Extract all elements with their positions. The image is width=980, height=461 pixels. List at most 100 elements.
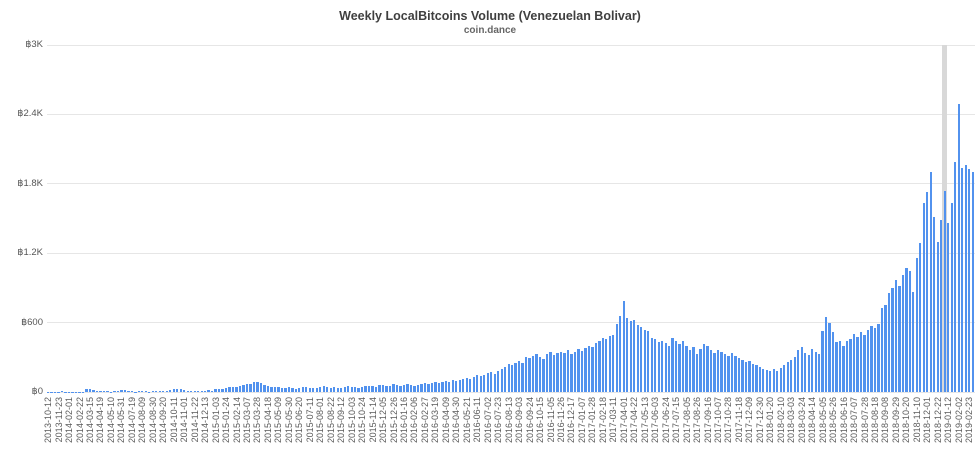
bar[interactable] bbox=[521, 363, 524, 392]
bar[interactable] bbox=[210, 390, 214, 392]
bar[interactable] bbox=[483, 374, 486, 392]
bar[interactable] bbox=[120, 390, 123, 392]
bar[interactable] bbox=[633, 320, 636, 392]
bar[interactable] bbox=[357, 387, 360, 392]
bar[interactable] bbox=[109, 391, 113, 392]
bar[interactable] bbox=[141, 391, 144, 392]
bar[interactable] bbox=[395, 385, 399, 392]
bar[interactable] bbox=[619, 315, 622, 392]
bar[interactable] bbox=[964, 165, 967, 392]
bar[interactable] bbox=[824, 317, 828, 392]
bar[interactable] bbox=[559, 351, 563, 392]
bar[interactable] bbox=[406, 383, 409, 392]
bar[interactable] bbox=[134, 391, 137, 392]
bar[interactable] bbox=[162, 390, 165, 392]
bar[interactable] bbox=[549, 352, 552, 392]
bar[interactable] bbox=[183, 390, 186, 392]
bar[interactable] bbox=[954, 161, 957, 392]
bar[interactable] bbox=[744, 361, 748, 392]
bar[interactable] bbox=[657, 342, 660, 392]
bar[interactable] bbox=[797, 350, 800, 392]
bar[interactable] bbox=[493, 373, 496, 392]
bar[interactable] bbox=[957, 104, 960, 392]
bar[interactable] bbox=[713, 352, 716, 392]
bar[interactable] bbox=[859, 332, 863, 392]
bar[interactable] bbox=[144, 391, 147, 392]
bar[interactable] bbox=[706, 345, 709, 392]
bar[interactable] bbox=[217, 388, 221, 392]
bar[interactable] bbox=[203, 390, 207, 392]
bar[interactable] bbox=[263, 384, 266, 392]
bar[interactable] bbox=[947, 223, 950, 392]
bar[interactable] bbox=[828, 322, 831, 392]
bar[interactable] bbox=[605, 339, 608, 392]
bar[interactable] bbox=[877, 323, 880, 392]
bar[interactable] bbox=[535, 353, 538, 392]
bar[interactable] bbox=[580, 350, 584, 392]
bar[interactable] bbox=[556, 353, 559, 392]
bar[interactable] bbox=[176, 388, 179, 392]
bar[interactable] bbox=[343, 386, 346, 392]
bar[interactable] bbox=[926, 192, 929, 392]
bar[interactable] bbox=[531, 356, 535, 392]
bar[interactable] bbox=[755, 365, 758, 392]
bar[interactable] bbox=[127, 390, 130, 392]
bar[interactable] bbox=[465, 377, 468, 392]
bar[interactable] bbox=[734, 356, 737, 392]
bar[interactable] bbox=[758, 367, 761, 392]
bar[interactable] bbox=[818, 353, 821, 392]
bar[interactable] bbox=[793, 357, 796, 392]
bar[interactable] bbox=[360, 387, 364, 392]
bar[interactable] bbox=[842, 345, 845, 392]
bar[interactable] bbox=[308, 387, 311, 392]
bar[interactable] bbox=[971, 172, 974, 392]
bar[interactable] bbox=[476, 375, 479, 392]
bar[interactable] bbox=[273, 387, 277, 392]
bar[interactable] bbox=[284, 387, 287, 392]
bar[interactable] bbox=[441, 381, 444, 392]
bar[interactable] bbox=[106, 391, 109, 392]
bar[interactable] bbox=[538, 357, 542, 392]
bar[interactable] bbox=[399, 386, 402, 392]
bar[interactable] bbox=[333, 387, 336, 392]
bar[interactable] bbox=[730, 353, 734, 392]
bar[interactable] bbox=[197, 390, 200, 392]
bar[interactable] bbox=[950, 203, 953, 392]
bar[interactable] bbox=[231, 386, 235, 392]
bar[interactable] bbox=[347, 386, 350, 392]
bar[interactable] bbox=[315, 387, 318, 392]
bar[interactable] bbox=[85, 389, 88, 392]
bar[interactable] bbox=[664, 343, 667, 392]
bar[interactable] bbox=[434, 382, 437, 392]
bar[interactable] bbox=[151, 391, 154, 392]
bar[interactable] bbox=[762, 368, 765, 392]
bar[interactable] bbox=[245, 384, 249, 392]
bar[interactable] bbox=[336, 387, 339, 392]
bar[interactable] bbox=[437, 382, 441, 392]
bar[interactable] bbox=[200, 390, 203, 392]
bar[interactable] bbox=[887, 293, 891, 392]
bar[interactable] bbox=[786, 361, 789, 392]
bar[interactable] bbox=[252, 382, 256, 392]
bar[interactable] bbox=[287, 387, 291, 392]
bar[interactable] bbox=[60, 391, 64, 392]
bar[interactable] bbox=[155, 391, 158, 392]
bar[interactable] bbox=[622, 301, 625, 392]
bar[interactable] bbox=[420, 384, 423, 392]
bar[interactable] bbox=[929, 172, 932, 392]
bar[interactable] bbox=[367, 385, 371, 392]
bar[interactable] bbox=[326, 387, 329, 392]
bar[interactable] bbox=[674, 341, 678, 392]
bar[interactable] bbox=[922, 203, 925, 392]
bar[interactable] bbox=[388, 386, 392, 392]
bar[interactable] bbox=[880, 308, 884, 392]
bar[interactable] bbox=[891, 288, 894, 392]
bar[interactable] bbox=[594, 343, 598, 392]
bar[interactable] bbox=[374, 386, 378, 392]
bar[interactable] bbox=[340, 387, 343, 392]
bar[interactable] bbox=[570, 353, 573, 392]
bar[interactable] bbox=[50, 391, 53, 392]
bar[interactable] bbox=[737, 357, 741, 392]
bar[interactable] bbox=[95, 391, 99, 392]
bar[interactable] bbox=[378, 385, 381, 392]
